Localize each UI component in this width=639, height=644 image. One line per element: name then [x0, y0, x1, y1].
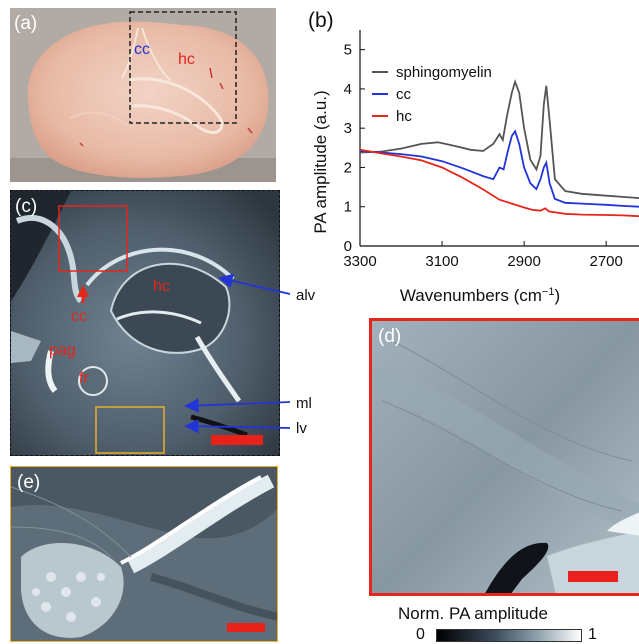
- scale-bar-c: [211, 435, 263, 445]
- lv-arrow-icon: [184, 419, 291, 434]
- panel-e: (e): [10, 466, 278, 642]
- y-axis-label: PA amplitude (a.u.): [311, 90, 330, 233]
- alv-arrow-icon: [218, 273, 291, 295]
- legend-label-sphingomyelin: sphingomyelin: [396, 64, 492, 81]
- label-lv: lv: [296, 420, 307, 437]
- roi-red: [58, 205, 128, 272]
- chart-series: [359, 78, 639, 218]
- x-tick-label: 2900: [507, 253, 540, 270]
- brain-photo: cc hc: [10, 8, 276, 182]
- pa-image-d: [372, 321, 639, 593]
- label-ml: ml: [296, 395, 312, 412]
- scale-bar-d: [568, 571, 618, 582]
- y-tick-label: 0: [344, 238, 352, 255]
- panel-label-e: (e): [17, 472, 41, 493]
- label-c-hc: hc: [153, 278, 170, 295]
- label-c-pag: pag: [49, 342, 76, 359]
- panel-label-a: (a): [14, 13, 38, 34]
- panel-c: hc cc pag fr (c): [10, 190, 280, 456]
- y-tick-label: 2: [344, 159, 352, 176]
- x-tick-label: 3100: [425, 253, 458, 270]
- colorbar-title: Norm. PA amplitude: [398, 604, 548, 623]
- ml-arrow-icon: [184, 398, 291, 413]
- y-tick-label: 3: [344, 120, 352, 137]
- label-cc: cc: [134, 41, 150, 58]
- series-line-sphingomyelin: [359, 78, 639, 199]
- chart-axes: 0 1 2 3 4 5 3300 3100 2900 2700: [343, 30, 639, 270]
- x-axis-label: Wavenumbers (cm−1): [400, 286, 560, 305]
- spectrum-chart: 0 1 2 3 4 5 3300 3100 2900 2700 sphingomyelin cc hc…: [311, 30, 639, 305]
- y-tick-label: 4: [344, 81, 352, 98]
- colorbar-max: 1: [588, 626, 597, 643]
- colorbar-min: 0: [416, 626, 425, 643]
- label-c-fr: fr: [79, 370, 89, 387]
- zoom-box: [129, 11, 237, 124]
- panel-a: cc hc (a): [10, 8, 276, 182]
- panel-label-c: (c): [15, 196, 38, 217]
- colorbar: [436, 629, 582, 642]
- label-c-cc: cc: [71, 308, 87, 325]
- y-tick-label: 5: [344, 42, 352, 59]
- label-hc: hc: [178, 51, 195, 68]
- series-line-cc: [359, 129, 639, 208]
- x-tick-label: 2700: [589, 253, 622, 270]
- panel-d: (d): [369, 318, 639, 596]
- pa-image-c: hc cc pag fr: [11, 191, 279, 455]
- y-tick-label: 1: [344, 199, 352, 216]
- legend-label-hc: hc: [396, 108, 412, 125]
- pa-image-e: [11, 467, 277, 641]
- label-alv: alv: [296, 287, 316, 304]
- panel-label-b: (b): [308, 9, 334, 32]
- panel-b: 0 1 2 3 4 5 3300 3100 2900 2700 sphingomyelin cc hc…: [290, 0, 639, 310]
- scale-bar-e: [227, 623, 265, 632]
- x-tick-label: 3300: [343, 253, 376, 270]
- series-line-hc: [359, 148, 639, 218]
- legend-label-cc: cc: [396, 86, 412, 103]
- panel-label-d: (d): [378, 326, 402, 347]
- roi-yellow: [95, 406, 165, 454]
- chart-legend: sphingomyelin cc hc: [372, 64, 492, 125]
- cc-arrow-icon: [77, 285, 89, 297]
